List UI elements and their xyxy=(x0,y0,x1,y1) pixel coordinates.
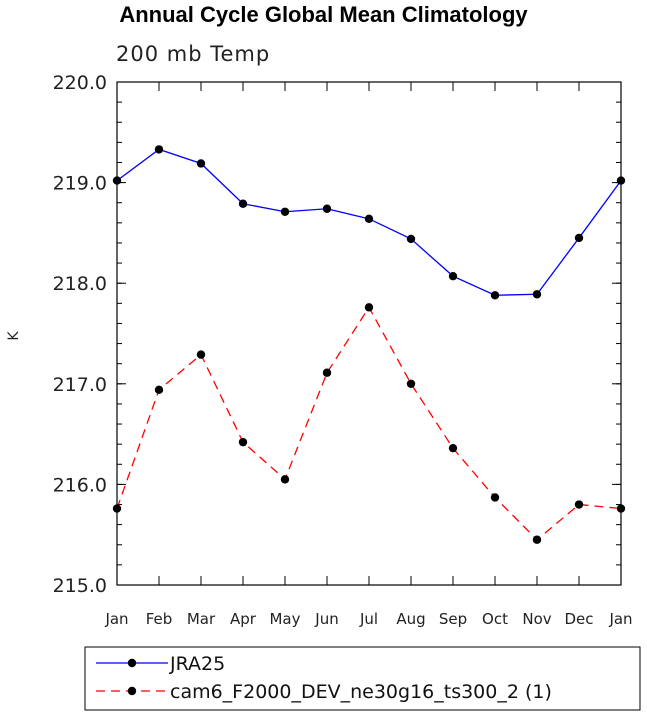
y-axis-ticks: 215.0 216.0 217.0 218.0 219.0 220.0 xyxy=(53,72,621,597)
y-tick-label: 220.0 xyxy=(53,72,107,94)
y-tick-label: 217.0 xyxy=(53,374,107,396)
data-point xyxy=(154,145,164,154)
y-tick-label: 216.0 xyxy=(53,474,107,496)
plot-frame xyxy=(116,81,622,586)
x-tick-label: Feb xyxy=(146,610,173,628)
legend-marker xyxy=(127,686,137,696)
data-point xyxy=(448,443,458,453)
data-point xyxy=(406,379,416,388)
data-point xyxy=(322,204,332,213)
legend-marker xyxy=(127,658,137,668)
x-tick-label: Nov xyxy=(522,610,551,628)
legend-label: cam6_F2000_DEV_ne30g16_ts300_2 (1) xyxy=(170,681,552,703)
series-layer xyxy=(112,145,626,544)
x-tick-label: Mar xyxy=(187,610,216,628)
x-tick-label: Jan xyxy=(104,610,128,628)
data-point xyxy=(322,368,332,377)
x-tick-label: Dec xyxy=(564,610,593,628)
x-tick-label: Apr xyxy=(230,610,257,628)
x-tick-label: Jun xyxy=(314,610,338,628)
y-tick-label: 215.0 xyxy=(53,575,107,597)
x-tick-label: Oct xyxy=(482,610,508,628)
y-tick-label: 219.0 xyxy=(53,173,107,195)
data-point xyxy=(280,475,290,484)
legend-box xyxy=(84,646,641,711)
data-point xyxy=(574,500,584,509)
data-point xyxy=(574,233,584,243)
legend: JRA25 cam6_F2000_DEV_ne30g16_ts300_2 (1) xyxy=(84,646,641,711)
series-line xyxy=(116,306,622,541)
legend-label: JRA25 xyxy=(169,653,225,675)
data-point xyxy=(406,234,416,244)
data-point xyxy=(490,291,500,300)
data-point xyxy=(196,350,206,359)
data-point xyxy=(448,271,458,281)
x-tick-label: Aug xyxy=(396,610,425,628)
x-tick-label: Jul xyxy=(359,610,378,628)
data-point xyxy=(238,199,248,208)
chart-title: Annual Cycle Global Mean Climatology xyxy=(119,2,528,27)
x-tick-label: May xyxy=(269,610,300,628)
data-point xyxy=(154,385,164,395)
data-point xyxy=(238,437,248,447)
data-point xyxy=(280,207,290,216)
data-point xyxy=(364,303,374,312)
chart-subtitle: 200 mb Temp xyxy=(116,42,271,66)
x-axis-ticks: Jan Feb Mar Apr May Jun Jul Aug Sep Oct Nov Dec Jan xyxy=(104,82,633,628)
data-point xyxy=(532,290,542,299)
data-point xyxy=(490,493,500,502)
data-point xyxy=(532,535,542,544)
x-tick-label: Jan xyxy=(608,610,632,628)
data-point xyxy=(196,159,206,168)
y-tick-label: 218.0 xyxy=(53,273,107,295)
x-tick-label: Sep xyxy=(439,610,467,628)
data-point xyxy=(364,214,374,224)
y-axis-title: K xyxy=(6,331,22,341)
